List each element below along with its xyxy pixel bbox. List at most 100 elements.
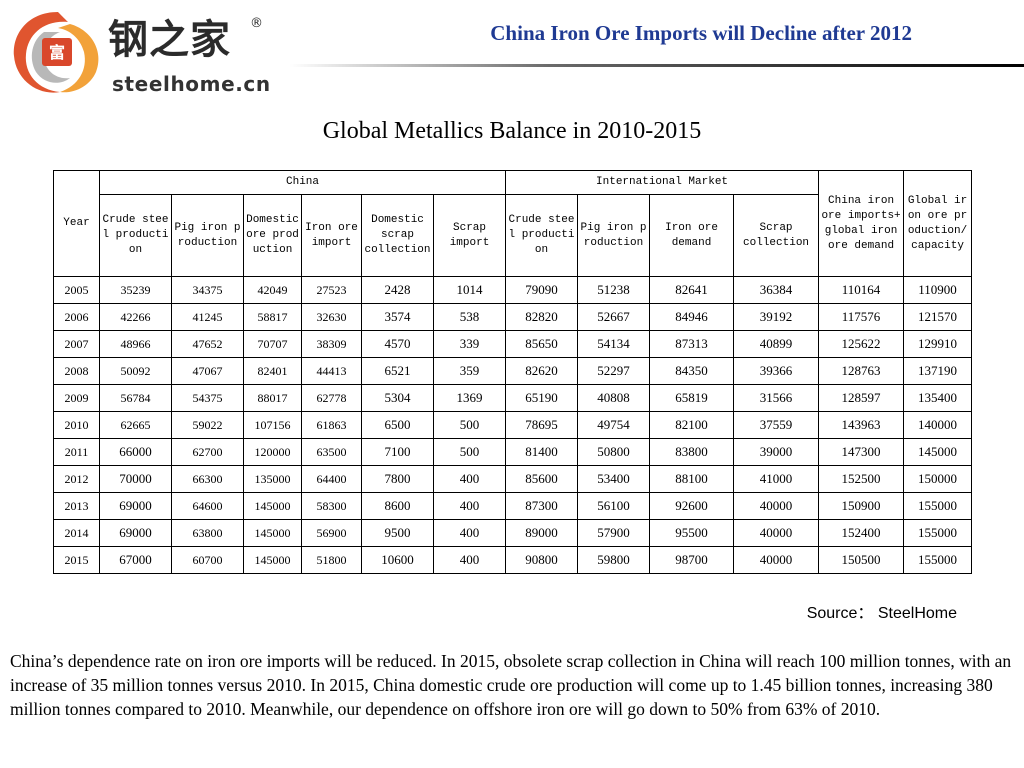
china-iron-ore-import-header: Iron ore import xyxy=(301,194,362,277)
international-group-header: International Market xyxy=(505,170,820,195)
value-cell: 120000 xyxy=(243,438,302,466)
value-cell: 56100 xyxy=(577,492,651,520)
value-cell: 62665 xyxy=(99,411,172,439)
value-cell: 32630 xyxy=(301,303,362,331)
value-cell: 155000 xyxy=(903,546,973,574)
china-scrap-collection-header: Domestic scrap collection xyxy=(361,194,434,277)
value-cell: 57900 xyxy=(577,519,651,547)
value-cell: 129910 xyxy=(903,330,973,358)
year-cell: 2006 xyxy=(53,303,100,331)
value-cell: 67000 xyxy=(99,546,172,574)
value-cell: 53400 xyxy=(577,465,651,493)
value-cell: 10600 xyxy=(361,546,434,574)
value-cell: 70000 xyxy=(99,465,172,493)
value-cell: 500 xyxy=(432,438,507,466)
intl-iron-ore-demand-header: Iron ore demand xyxy=(649,194,735,277)
value-cell: 84350 xyxy=(649,357,735,385)
svg-text:富: 富 xyxy=(49,43,65,62)
intl-scrap-collection-header: Scrap collection xyxy=(733,194,820,277)
value-cell: 150000 xyxy=(903,465,973,493)
value-cell: 145000 xyxy=(243,519,302,547)
value-cell: 155000 xyxy=(903,519,973,547)
year-cell: 2005 xyxy=(53,276,100,304)
table-row: 2014 69000 63800 145000 56900 9500 400 89000 579… xyxy=(53,519,973,547)
source-note: Source： SteelHome xyxy=(806,605,957,622)
value-cell: 56900 xyxy=(301,519,362,547)
value-cell: 63500 xyxy=(301,438,362,466)
value-cell: 85600 xyxy=(505,465,579,493)
value-cell: 92600 xyxy=(649,492,735,520)
value-cell: 89000 xyxy=(505,519,579,547)
value-cell: 59800 xyxy=(577,546,651,574)
table-column-header-row: Crude steel production Pig iron producti… xyxy=(54,194,972,277)
value-cell: 538 xyxy=(432,303,507,331)
value-cell: 69000 xyxy=(99,492,172,520)
value-cell: 47067 xyxy=(171,357,244,385)
logo-chinese-text: 钢之家 xyxy=(108,17,231,63)
value-cell: 128597 xyxy=(818,384,905,412)
value-cell: 41245 xyxy=(171,303,244,331)
value-cell: 1369 xyxy=(432,384,507,412)
value-cell: 62700 xyxy=(171,438,244,466)
value-cell: 5304 xyxy=(361,384,434,412)
value-cell: 145000 xyxy=(243,546,302,574)
table-row: 2011 66000 62700 120000 63500 7100 500 81400 508… xyxy=(53,438,973,466)
summary-paragraph: China’s dependence rate on iron ore impo… xyxy=(10,651,1012,719)
value-cell: 400 xyxy=(432,519,507,547)
year-cell: 2008 xyxy=(53,357,100,385)
value-cell: 150900 xyxy=(818,492,905,520)
value-cell: 41000 xyxy=(733,465,820,493)
china-crude-steel-header: Crude steel production xyxy=(99,194,172,277)
value-cell: 70707 xyxy=(243,330,302,358)
value-cell: 152500 xyxy=(818,465,905,493)
intl-pig-iron-header: Pig iron production xyxy=(577,194,651,277)
value-cell: 47652 xyxy=(171,330,244,358)
china-plus-global-header: China iron ore imports+ global iron ore … xyxy=(818,170,905,277)
value-cell: 7800 xyxy=(361,465,434,493)
table-row: 2005 35239 34375 42049 27523 2428 1014 79090 512… xyxy=(53,276,973,304)
value-cell: 155000 xyxy=(903,492,973,520)
table-row: 2006 42266 41245 58817 32630 3574 538 82820 5266… xyxy=(53,303,973,331)
value-cell: 40000 xyxy=(733,492,820,520)
value-cell: 56784 xyxy=(99,384,172,412)
registered-mark: ® xyxy=(250,16,263,31)
value-cell: 147300 xyxy=(818,438,905,466)
value-cell: 400 xyxy=(432,465,507,493)
table-row: 2009 56784 54375 88017 62778 5304 1369 65190 408… xyxy=(53,384,973,412)
value-cell: 31566 xyxy=(733,384,820,412)
logo-english-text: steelhome.cn xyxy=(112,72,271,96)
year-cell: 2014 xyxy=(53,519,100,547)
value-cell: 90800 xyxy=(505,546,579,574)
value-cell: 60700 xyxy=(171,546,244,574)
value-cell: 9500 xyxy=(361,519,434,547)
value-cell: 61863 xyxy=(301,411,362,439)
value-cell: 110900 xyxy=(903,276,973,304)
value-cell: 117576 xyxy=(818,303,905,331)
year-cell: 2009 xyxy=(53,384,100,412)
value-cell: 87313 xyxy=(649,330,735,358)
year-cell: 2010 xyxy=(53,411,100,439)
value-cell: 66000 xyxy=(99,438,172,466)
value-cell: 37559 xyxy=(733,411,820,439)
value-cell: 145000 xyxy=(903,438,973,466)
year-header: Year xyxy=(53,170,100,277)
value-cell: 125622 xyxy=(818,330,905,358)
value-cell: 35239 xyxy=(99,276,172,304)
value-cell: 83800 xyxy=(649,438,735,466)
value-cell: 59022 xyxy=(171,411,244,439)
value-cell: 4570 xyxy=(361,330,434,358)
header-divider xyxy=(290,64,1024,67)
table-row: 2007 48966 47652 70707 38309 4570 339 85650 5413… xyxy=(53,330,973,358)
value-cell: 50092 xyxy=(99,357,172,385)
value-cell: 2428 xyxy=(361,276,434,304)
value-cell: 64400 xyxy=(301,465,362,493)
value-cell: 500 xyxy=(432,411,507,439)
value-cell: 65819 xyxy=(649,384,735,412)
table-row: 2015 67000 60700 145000 51800 10600 400 90800 59… xyxy=(53,546,973,574)
value-cell: 137190 xyxy=(903,357,973,385)
header-title: China Iron Ore Imports will Decline afte… xyxy=(490,21,912,45)
value-cell: 39192 xyxy=(733,303,820,331)
metallics-balance-table: Year China International Market China ir… xyxy=(53,170,973,574)
table-row: 2008 50092 47067 82401 44413 6521 359 82620 5229… xyxy=(53,357,973,385)
table-row: 2012 70000 66300 135000 64400 7800 400 85600 534… xyxy=(53,465,973,493)
